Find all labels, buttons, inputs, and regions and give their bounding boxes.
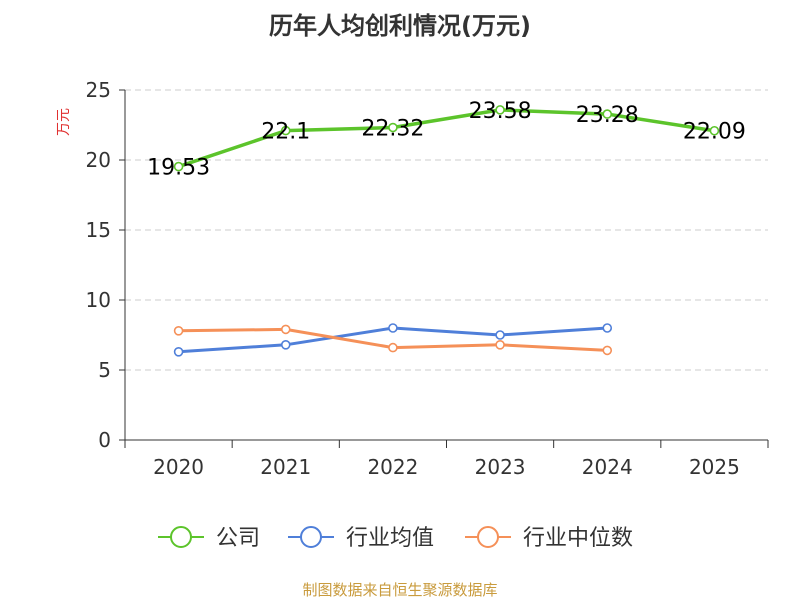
data-label: 19.53	[147, 156, 210, 181]
chart-title: 历年人均创利情况(万元)	[269, 12, 531, 40]
data-point	[496, 331, 504, 339]
y-tick-label: 0	[98, 428, 111, 452]
y-tick-label: 10	[86, 288, 111, 312]
data-point	[282, 341, 290, 349]
data-point	[496, 341, 504, 349]
grid-lines	[125, 90, 768, 370]
data-point	[603, 346, 611, 354]
data-point	[603, 324, 611, 332]
x-tick-label: 2023	[475, 455, 526, 479]
data-label: 22.1	[261, 120, 310, 145]
y-tick-label: 15	[86, 218, 111, 242]
data-label: 22.09	[683, 120, 746, 145]
legend-marker	[478, 527, 498, 547]
legend-label: 行业均值	[346, 526, 434, 551]
data-point	[175, 348, 183, 356]
data-label: 23.58	[469, 99, 532, 124]
data-label: 23.28	[576, 103, 639, 128]
y-tick-label: 5	[98, 358, 111, 382]
x-tick-label: 2024	[582, 455, 633, 479]
data-labels: 19.53 22.1 22.32 23.58 23.28 22.09	[147, 99, 746, 181]
x-tick-label: 2021	[260, 455, 311, 479]
y-tick-label: 25	[86, 78, 111, 102]
data-point	[389, 344, 397, 352]
y-axis-label: 万元	[56, 108, 72, 136]
legend-item-0[interactable]: 公司	[158, 526, 260, 551]
legend-marker	[171, 527, 191, 547]
x-tick-label: 2025	[689, 455, 740, 479]
data-point	[282, 325, 290, 333]
data-point	[389, 324, 397, 332]
data-label: 22.32	[361, 117, 424, 142]
legend-label: 行业中位数	[523, 526, 633, 551]
legend-marker	[301, 527, 321, 547]
legend-label: 公司	[216, 526, 260, 551]
x-tick-label: 2020	[153, 455, 204, 479]
data-point	[175, 327, 183, 335]
source-footer: 制图数据来自恒生聚源数据库	[302, 581, 497, 599]
x-tick-label: 2022	[367, 455, 418, 479]
y-tick-label: 20	[86, 148, 111, 172]
legend-item-2[interactable]: 行业中位数	[465, 526, 633, 551]
legend-item-1[interactable]: 行业均值	[288, 526, 434, 551]
series-group	[175, 106, 719, 356]
legend[interactable]: 公司 行业均值 行业中位数	[158, 526, 633, 551]
